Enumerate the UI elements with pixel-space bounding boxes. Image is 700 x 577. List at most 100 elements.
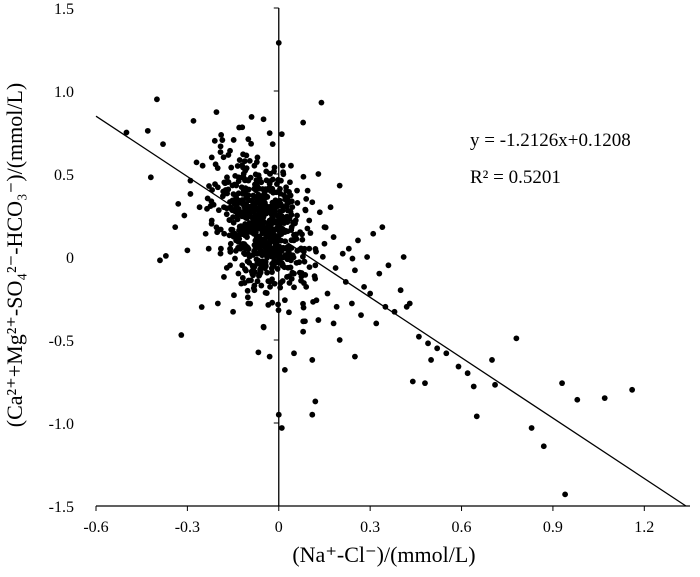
data-point — [223, 264, 230, 271]
data-point — [235, 270, 242, 277]
data-point — [301, 258, 308, 265]
data-point — [221, 274, 227, 280]
data-point — [243, 267, 249, 274]
data-point — [284, 194, 291, 201]
data-point — [246, 157, 253, 164]
data-point — [288, 198, 295, 205]
data-point — [219, 137, 226, 143]
data-point — [303, 196, 310, 202]
data-point — [298, 270, 305, 276]
data-point — [281, 297, 288, 304]
data-point — [248, 197, 255, 204]
data-point — [629, 386, 636, 393]
data-point — [230, 191, 237, 197]
data-point — [345, 245, 352, 252]
trendline — [95, 115, 687, 507]
data-point — [299, 231, 305, 238]
data-point — [225, 152, 232, 158]
data-point — [310, 298, 316, 305]
data-point — [349, 255, 356, 262]
data-point — [254, 197, 261, 203]
data-point — [279, 261, 286, 268]
data-point — [178, 332, 185, 338]
data-point — [300, 119, 307, 126]
data-point — [217, 149, 224, 156]
data-point — [242, 189, 249, 196]
data-point — [226, 217, 233, 224]
data-point — [302, 318, 308, 325]
data-point — [330, 320, 337, 327]
x-tick-label: 0.3 — [360, 519, 380, 536]
data-point — [236, 223, 243, 230]
data-point — [370, 230, 377, 237]
r-squared-label: R² = 0.5201 — [470, 167, 561, 188]
x-tick-label: 0 — [275, 519, 283, 536]
data-point — [254, 154, 261, 161]
data-point — [277, 229, 283, 236]
data-point — [324, 290, 331, 297]
data-point — [293, 259, 300, 266]
data-point — [275, 411, 282, 418]
data-point — [266, 130, 273, 137]
data-point — [309, 199, 316, 206]
data-point — [212, 161, 219, 168]
data-point — [278, 177, 284, 184]
data-point — [288, 162, 294, 169]
data-point — [443, 350, 450, 357]
data-point — [274, 181, 280, 187]
data-point — [397, 287, 404, 294]
y-tick-label: -1.0 — [49, 416, 74, 433]
x-tick-label: 1.2 — [634, 519, 654, 536]
data-point — [315, 171, 322, 177]
data-point — [271, 263, 277, 269]
data-point — [227, 240, 234, 247]
data-point — [318, 99, 325, 106]
data-point — [204, 195, 211, 202]
data-point — [245, 136, 252, 143]
data-point — [144, 127, 151, 134]
data-point — [336, 182, 343, 189]
data-point — [175, 200, 182, 207]
data-point — [574, 396, 581, 403]
data-point — [291, 232, 297, 238]
data-point — [379, 224, 386, 231]
data-point — [361, 283, 367, 290]
data-point — [232, 197, 239, 204]
data-point — [259, 186, 266, 192]
data-point — [259, 250, 266, 257]
data-point — [257, 211, 264, 218]
data-point — [422, 380, 428, 387]
data-point — [291, 284, 297, 291]
data-point — [315, 317, 322, 323]
data-point — [255, 234, 262, 241]
data-point — [327, 204, 334, 211]
data-point — [206, 183, 212, 189]
data-point — [274, 236, 281, 243]
data-point — [300, 328, 307, 335]
data-point — [262, 289, 269, 296]
data-point — [339, 250, 346, 257]
data-point — [275, 307, 282, 314]
data-point — [251, 204, 258, 210]
axis-ticks: -0.6 -0.3 0 0.3 0.6 0.9 1.2 -1.5 -1.0 -0.5 0 0.5 1.0… — [49, 1, 655, 536]
data-point — [287, 179, 293, 186]
data-point — [222, 187, 229, 193]
data-point — [278, 425, 285, 431]
data-point — [235, 244, 241, 251]
data-point — [260, 116, 267, 123]
data-point — [355, 237, 361, 244]
data-point — [123, 129, 130, 136]
data-point — [306, 245, 313, 252]
data-point — [230, 137, 237, 143]
data-point — [239, 274, 246, 281]
data-point — [266, 179, 273, 186]
data-point — [245, 277, 252, 284]
data-point — [240, 164, 246, 171]
data-point — [336, 337, 343, 343]
data-point — [266, 223, 273, 230]
y-tick-label: 1.0 — [54, 84, 74, 101]
data-point — [434, 345, 441, 352]
data-point — [290, 237, 297, 244]
data-point — [228, 164, 235, 171]
